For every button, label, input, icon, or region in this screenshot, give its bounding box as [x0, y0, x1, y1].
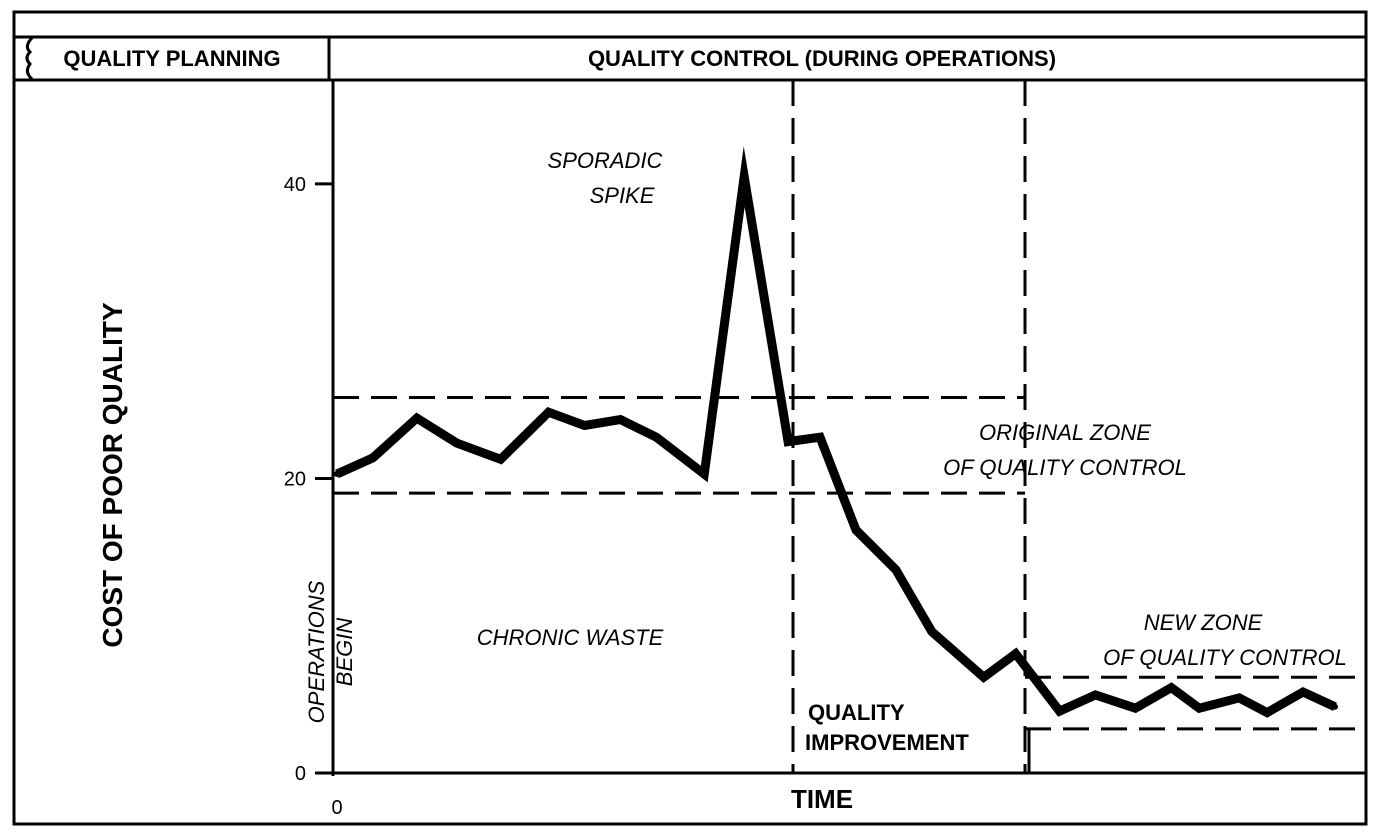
annotation-begin: BEGIN: [332, 618, 357, 687]
annotation-new-zone-line2: OF QUALITY CONTROL: [1103, 645, 1347, 670]
data-point-24: [1264, 709, 1271, 716]
data-point-20: [1132, 705, 1139, 712]
annotation-sporadic: SPORADIC: [548, 148, 663, 173]
data-point-5: [545, 409, 552, 416]
cost-series-points: [334, 173, 1338, 716]
data-point-17: [1012, 650, 1019, 657]
y-ticks: 0 20 40: [284, 174, 333, 785]
data-point-21: [1168, 684, 1175, 691]
header-left-label: QUALITY PLANNING: [63, 46, 280, 71]
y-tick-label-0: 0: [295, 763, 306, 785]
data-point-8: [653, 434, 660, 441]
annotation-original-zone-line2: OF QUALITY CONTROL: [943, 455, 1187, 480]
data-point-9: [701, 471, 708, 478]
x-tick-label-0: 0: [331, 797, 342, 819]
annotation-operations: OPERATIONS: [304, 580, 329, 723]
data-point-2: [413, 415, 420, 422]
chart-frame: [12, 10, 1368, 826]
x-axis-label: TIME: [791, 784, 853, 814]
data-point-4: [497, 456, 504, 463]
annotation-spike: SPIKE: [590, 183, 655, 208]
data-point-11: [785, 438, 792, 445]
data-point-25: [1300, 689, 1307, 695]
data-point-16: [980, 674, 987, 681]
annotation-improvement: IMPROVEMENT: [805, 730, 969, 755]
y-tick-label-2: 40: [284, 174, 306, 196]
header-right-label: QUALITY CONTROL (DURING OPERATIONS): [588, 46, 1056, 71]
data-point-10: [741, 173, 748, 180]
data-point-19: [1092, 691, 1099, 698]
data-point-12: [817, 434, 824, 441]
y-axis-label: COST OF POOR QUALITY: [97, 302, 128, 648]
annotation-quality: QUALITY: [808, 700, 905, 725]
data-point-26: [1332, 703, 1338, 710]
data-point-3: [453, 440, 460, 447]
data-point-13: [852, 527, 859, 533]
header-brace-icon: [25, 36, 34, 81]
annotation-chronic-waste: CHRONIC WASTE: [477, 625, 664, 650]
data-point-0: [334, 471, 340, 478]
annotation-new-zone: NEW ZONE: [1144, 610, 1263, 635]
annotation-original-zone: ORIGINAL ZONE: [979, 420, 1151, 445]
data-point-15: [928, 628, 935, 635]
data-point-6: [581, 422, 588, 429]
control-zones: [333, 80, 1366, 773]
y-tick-label-1: 20: [284, 468, 306, 490]
data-point-7: [617, 416, 624, 423]
header-band: QUALITY PLANNING QUALITY CONTROL (DURING…: [14, 35, 1366, 82]
data-point-14: [892, 566, 899, 573]
data-point-18: [1056, 708, 1063, 715]
annotations: SPORADIC SPIKE CHRONIC WASTE OPERATIONS …: [304, 148, 1347, 755]
data-point-1: [369, 454, 376, 461]
data-point-23: [1236, 694, 1243, 701]
data-point-22: [1196, 705, 1203, 712]
